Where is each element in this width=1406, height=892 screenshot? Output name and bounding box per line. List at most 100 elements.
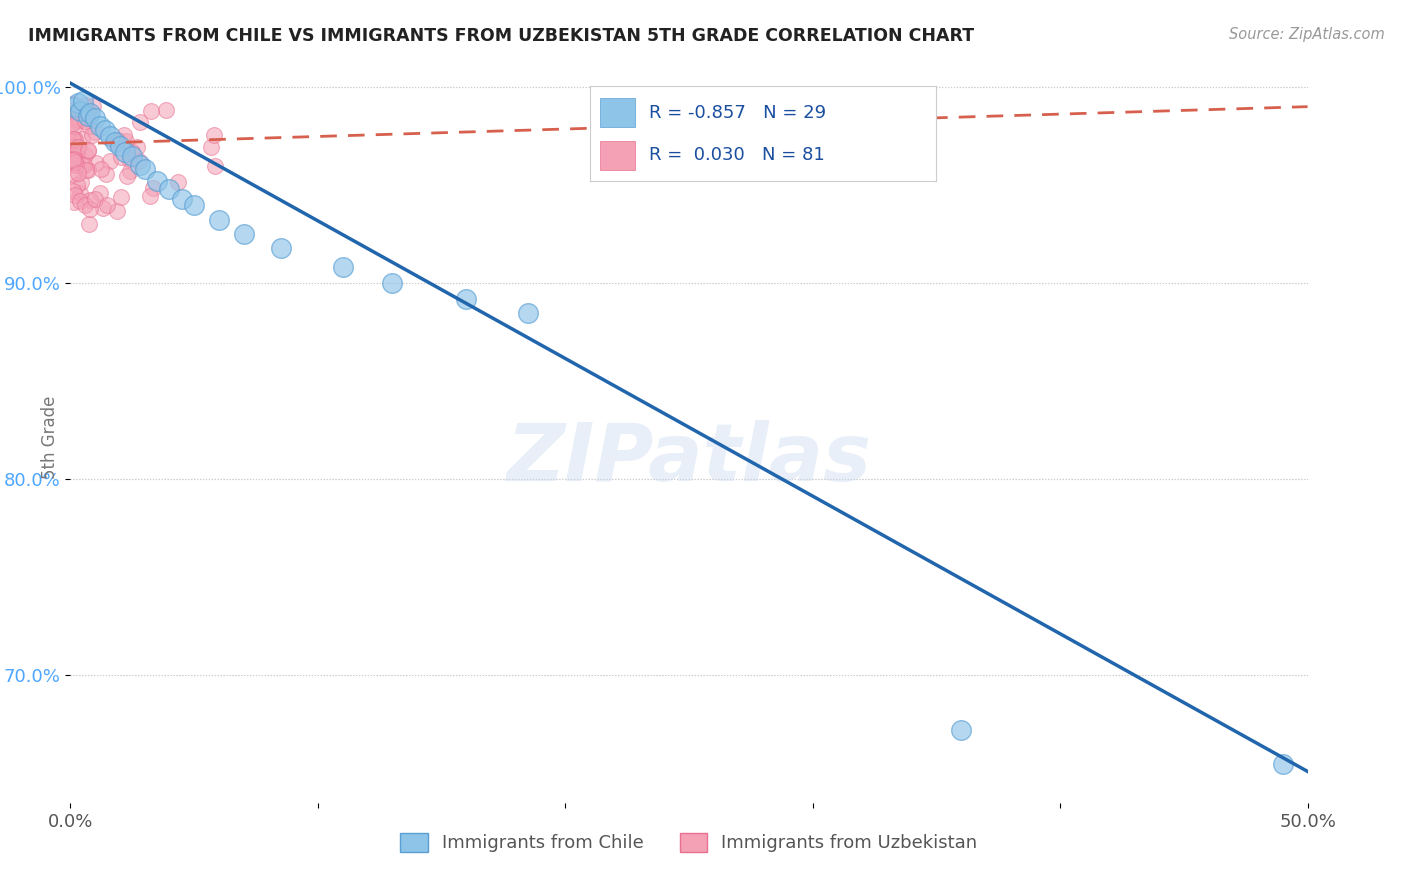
Point bbox=[77, 144, 100, 158]
Point bbox=[381, 276, 404, 290]
Point bbox=[208, 213, 231, 227]
Point bbox=[155, 103, 177, 118]
Text: Source: ZipAtlas.com: Source: ZipAtlas.com bbox=[1229, 27, 1385, 42]
Point bbox=[66, 95, 89, 110]
Point bbox=[98, 154, 121, 169]
Text: ZIPatlas: ZIPatlas bbox=[506, 420, 872, 498]
Point bbox=[104, 135, 127, 149]
Point bbox=[139, 103, 162, 118]
Point bbox=[115, 169, 138, 183]
Point bbox=[62, 133, 84, 147]
Point bbox=[170, 192, 193, 206]
Legend: Immigrants from Chile, Immigrants from Uzbekistan: Immigrants from Chile, Immigrants from U… bbox=[394, 826, 984, 860]
Point bbox=[77, 143, 100, 157]
Point bbox=[146, 174, 169, 188]
Point bbox=[200, 140, 222, 154]
Point bbox=[73, 97, 96, 112]
Point bbox=[73, 114, 96, 128]
Point bbox=[104, 135, 127, 149]
Point bbox=[128, 154, 150, 169]
Point bbox=[66, 145, 89, 159]
Point bbox=[128, 115, 150, 129]
Point bbox=[96, 197, 118, 211]
Text: IMMIGRANTS FROM CHILE VS IMMIGRANTS FROM UZBEKISTAN 5TH GRADE CORRELATION CHART: IMMIGRANTS FROM CHILE VS IMMIGRANTS FROM… bbox=[28, 27, 974, 45]
Point bbox=[270, 241, 292, 255]
Point bbox=[89, 120, 111, 134]
Point bbox=[82, 99, 104, 113]
Point bbox=[94, 123, 117, 137]
Point bbox=[62, 167, 84, 181]
Point bbox=[950, 723, 973, 738]
Point bbox=[90, 161, 112, 176]
Point bbox=[62, 132, 84, 146]
Point bbox=[65, 158, 87, 172]
Point bbox=[76, 110, 98, 124]
Point bbox=[125, 140, 148, 154]
Point bbox=[77, 112, 100, 126]
Point bbox=[63, 119, 86, 133]
Point bbox=[77, 217, 100, 231]
Point bbox=[63, 114, 86, 128]
Point bbox=[63, 153, 86, 167]
Point bbox=[73, 148, 96, 162]
Point bbox=[84, 192, 107, 206]
Point bbox=[167, 175, 190, 189]
Point bbox=[118, 164, 141, 178]
Point bbox=[202, 128, 225, 143]
Point bbox=[76, 104, 98, 119]
Point bbox=[63, 132, 86, 146]
Point bbox=[118, 152, 141, 166]
Point bbox=[66, 140, 89, 154]
Point bbox=[77, 162, 100, 177]
Point bbox=[142, 181, 165, 195]
Point bbox=[105, 203, 128, 218]
Point bbox=[62, 96, 84, 111]
Point bbox=[63, 133, 86, 147]
Point bbox=[72, 94, 94, 108]
Point bbox=[91, 201, 114, 215]
Point bbox=[75, 197, 97, 211]
Point bbox=[79, 193, 101, 207]
Point bbox=[108, 139, 131, 153]
Point bbox=[66, 178, 89, 192]
Point bbox=[110, 190, 132, 204]
Point bbox=[80, 128, 103, 142]
Point bbox=[183, 197, 205, 211]
Point bbox=[70, 158, 93, 172]
Point bbox=[63, 155, 86, 169]
Point bbox=[72, 132, 94, 146]
Point bbox=[79, 105, 101, 120]
Point bbox=[67, 113, 90, 128]
Point bbox=[62, 194, 84, 209]
Point bbox=[517, 305, 540, 319]
Point bbox=[121, 149, 143, 163]
Point bbox=[121, 145, 143, 160]
Point bbox=[62, 140, 84, 154]
Point bbox=[157, 182, 180, 196]
Point bbox=[73, 157, 96, 171]
Point bbox=[107, 133, 129, 147]
Point bbox=[75, 163, 97, 178]
Point bbox=[84, 112, 107, 126]
Point bbox=[62, 112, 84, 127]
Point bbox=[63, 152, 86, 166]
Point bbox=[62, 153, 84, 167]
Point bbox=[114, 134, 136, 148]
Point bbox=[139, 189, 162, 203]
Point bbox=[66, 157, 89, 171]
Point bbox=[69, 103, 91, 118]
Point bbox=[86, 156, 108, 170]
Point bbox=[94, 168, 117, 182]
Point bbox=[89, 186, 111, 200]
Point bbox=[70, 175, 93, 189]
Point bbox=[67, 166, 90, 180]
Point bbox=[62, 116, 84, 130]
Point bbox=[232, 227, 254, 241]
Point bbox=[69, 194, 91, 208]
Point bbox=[65, 187, 87, 202]
Point bbox=[62, 103, 84, 117]
Point bbox=[69, 186, 91, 201]
Point bbox=[112, 128, 135, 143]
Y-axis label: 5th Grade: 5th Grade bbox=[41, 395, 59, 479]
Point bbox=[79, 202, 101, 216]
